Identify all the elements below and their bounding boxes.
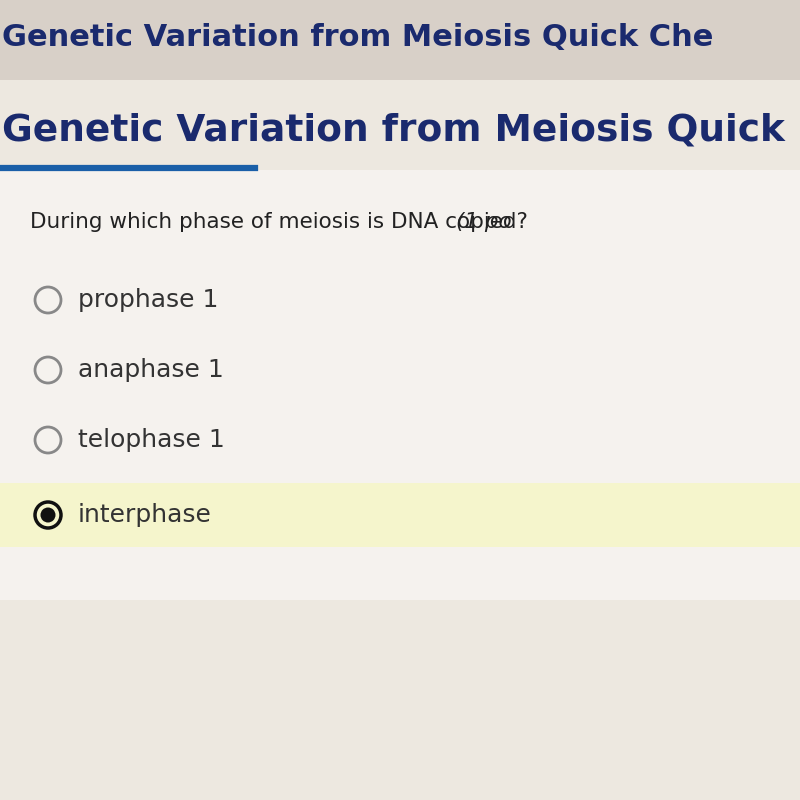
Text: telophase 1: telophase 1 [78, 428, 225, 452]
Text: During which phase of meiosis is DNA copied?: During which phase of meiosis is DNA cop… [30, 212, 542, 232]
Text: Genetic Variation from Meiosis Quick: Genetic Variation from Meiosis Quick [2, 112, 785, 148]
Circle shape [41, 507, 55, 522]
Bar [0, 483, 800, 547]
Text: prophase 1: prophase 1 [78, 288, 218, 312]
Text: anaphase 1: anaphase 1 [78, 358, 224, 382]
Bar [0, 0, 800, 80]
Text: (1 po: (1 po [456, 212, 512, 232]
Text: interphase: interphase [78, 503, 212, 527]
Text: Genetic Variation from Meiosis Quick Che: Genetic Variation from Meiosis Quick Che [2, 23, 714, 53]
Bar [0, 170, 800, 600]
